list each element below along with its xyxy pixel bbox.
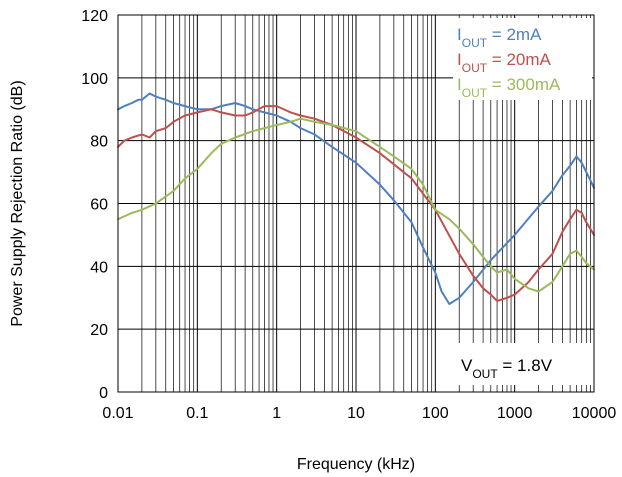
series-layer	[117, 92, 595, 305]
x-tick-label: 0.1	[186, 405, 208, 422]
series-line-1	[117, 92, 595, 305]
annotation-box: VOUT = 1.8V	[453, 343, 592, 385]
x-tick-label: 10000	[572, 405, 617, 422]
y-tick-labels: 0 20 40 60 80 100 120	[81, 8, 108, 402]
x-tick-label: 10	[347, 405, 365, 422]
plot-border	[117, 14, 595, 393]
legend-entry-2: IOUT = 20mA	[457, 50, 552, 75]
legend-background	[453, 18, 592, 100]
x-tick-label: 1000	[497, 405, 533, 422]
legend-entry-1: IOUT = 2mA	[457, 25, 542, 50]
x-tick-label: 1	[272, 405, 281, 422]
x-tick-labels: 0.01 0.1 1 10 100 1000 10000	[102, 405, 616, 422]
vout-annotation: VOUT = 1.8V	[461, 356, 553, 381]
y-tick-label: 60	[90, 197, 108, 214]
y-axis-title: Power Supply Rejection Ratio (dB)	[9, 80, 26, 326]
y-tick-label: 80	[90, 134, 108, 151]
y-tick-label: 120	[81, 8, 108, 25]
legend-entry-3: IOUT = 300mA	[457, 75, 561, 100]
y-tick-label: 20	[90, 322, 108, 339]
x-axis-title: Frequency (kHz)	[297, 456, 415, 473]
y-tick-label: 0	[99, 385, 108, 402]
y-tick-label: 40	[90, 259, 108, 276]
x-tick-label: 0.01	[102, 405, 133, 422]
x-tick-label: 100	[422, 405, 449, 422]
series-line-3	[117, 117, 595, 293]
annotation-background	[453, 343, 592, 385]
y-tick-label: 100	[81, 71, 108, 88]
